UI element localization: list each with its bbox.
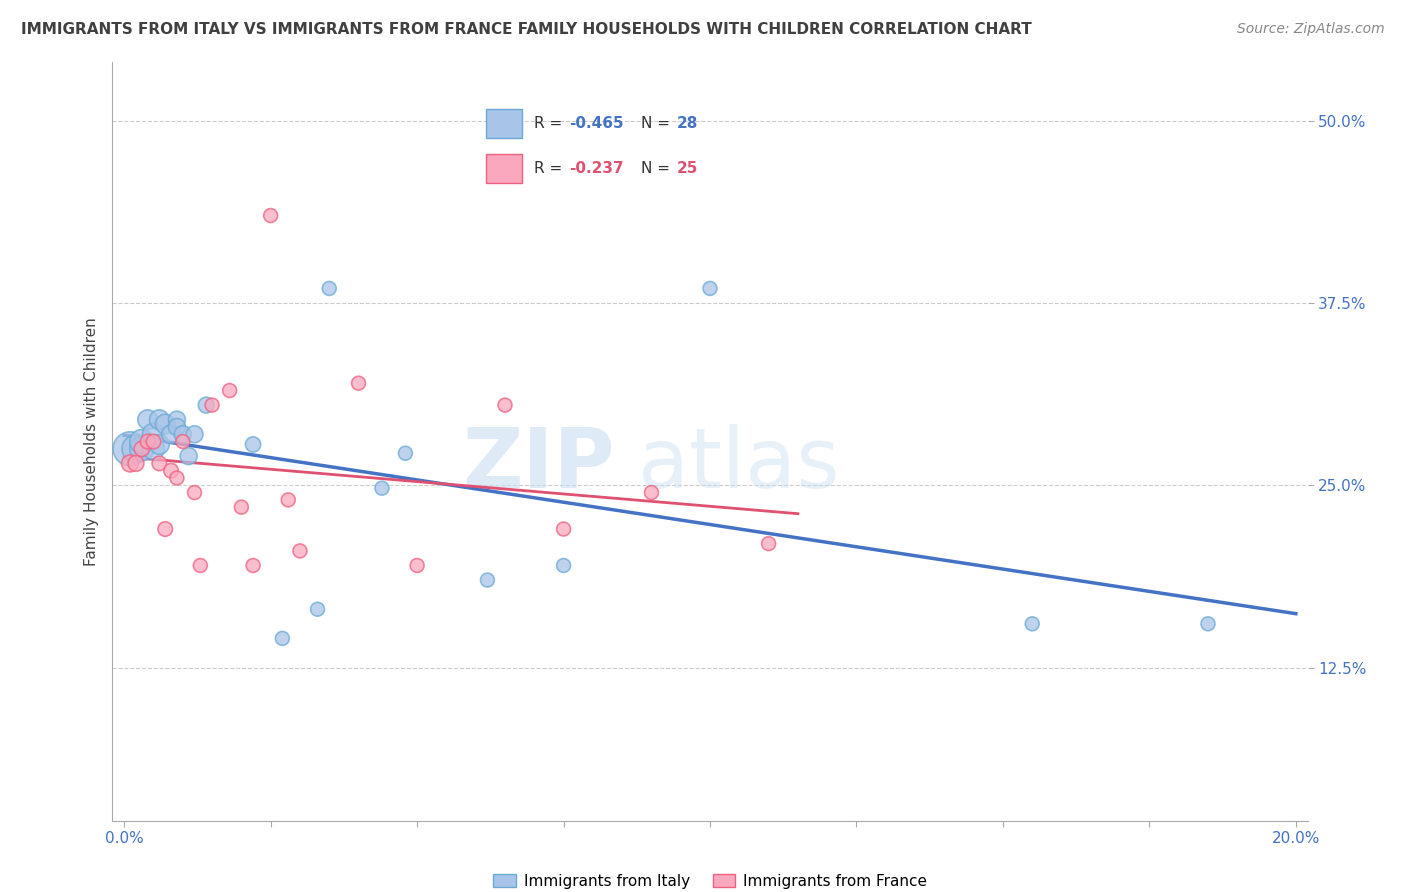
Point [142,434,165,449]
Point [183,427,205,442]
Point [553,558,575,573]
Point [347,376,370,391]
Point [142,427,165,442]
Point [155,522,177,536]
Point [183,485,205,500]
Point [148,457,170,471]
Point [640,485,662,500]
Point [477,573,499,587]
Text: ZIP: ZIP [463,424,614,505]
Point [188,558,212,573]
Point [166,412,188,426]
Point [277,492,299,507]
Point [125,457,148,471]
Point [131,434,153,449]
Point [394,446,416,460]
Point [288,544,311,558]
Point [148,412,170,426]
Point [494,398,516,412]
Point [699,281,721,295]
Point [131,442,153,456]
Text: Source: ZipAtlas.com: Source: ZipAtlas.com [1237,22,1385,37]
Point [166,471,188,485]
Point [160,427,183,442]
Point [136,412,159,426]
Point [218,384,240,398]
Point [166,420,188,434]
Point [406,558,429,573]
Text: atlas: atlas [638,424,839,505]
Point [120,442,141,456]
Text: IMMIGRANTS FROM ITALY VS IMMIGRANTS FROM FRANCE FAMILY HOUSEHOLDS WITH CHILDREN : IMMIGRANTS FROM ITALY VS IMMIGRANTS FROM… [21,22,1032,37]
Point [148,437,170,451]
Legend: Immigrants from Italy, Immigrants from France: Immigrants from Italy, Immigrants from F… [494,874,927,888]
Point [242,437,264,451]
Point [136,434,159,449]
Point [131,442,153,456]
Point [231,500,253,515]
Point [242,558,264,573]
Point [1197,616,1219,631]
Point [371,481,394,495]
Point [160,464,183,478]
Point [271,632,294,646]
Point [172,427,194,442]
Point [177,449,200,463]
Point [758,536,780,550]
Point [172,434,194,449]
Point [195,398,218,412]
Point [260,209,283,223]
Point [201,398,224,412]
Point [318,281,340,295]
Y-axis label: Family Households with Children: Family Households with Children [83,318,98,566]
Point [307,602,329,616]
Point [142,442,165,456]
Point [120,457,141,471]
Point [155,417,177,431]
Point [553,522,575,536]
Point [1021,616,1043,631]
Point [125,442,148,456]
